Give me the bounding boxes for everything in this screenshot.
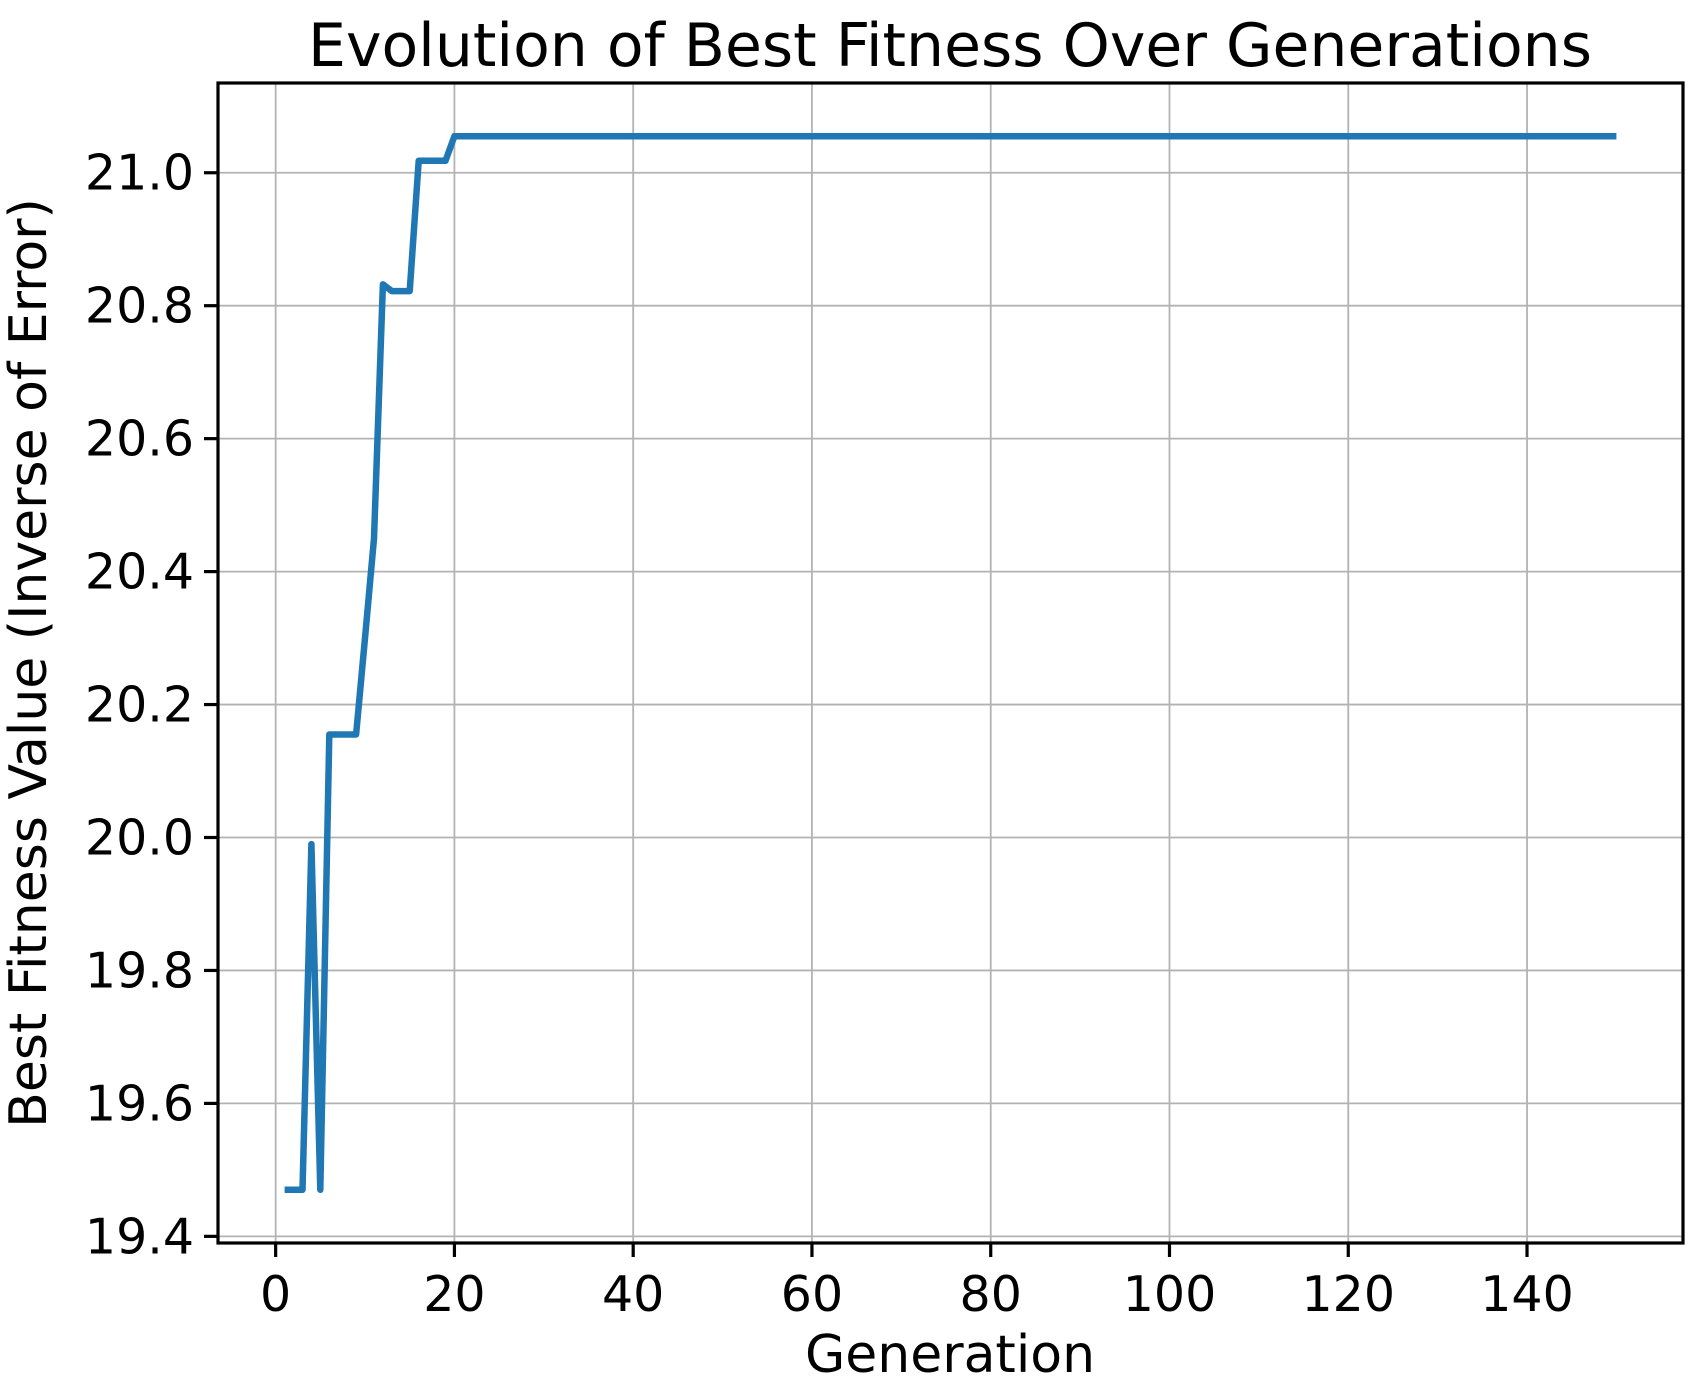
x-tick-label: 0 — [260, 1266, 291, 1323]
y-tick-label: 19.8 — [85, 942, 194, 999]
x-tick-label: 20 — [423, 1266, 485, 1323]
y-tick-label: 21.0 — [85, 145, 194, 202]
y-tick-label: 20.6 — [85, 411, 194, 468]
y-tick-label: 20.8 — [85, 278, 194, 335]
y-tick-label: 19.6 — [85, 1075, 194, 1132]
x-tick-label: 80 — [960, 1266, 1022, 1323]
tick-marks — [204, 171, 1529, 1257]
fitness-line — [284, 132, 1617, 1194]
x-tick-label: 60 — [781, 1266, 843, 1323]
x-axis-label: Generation — [805, 1325, 1095, 1384]
chart-title: Evolution of Best Fitness Over Generatio… — [308, 11, 1592, 81]
gridlines — [218, 83, 1683, 1243]
y-axis-label: Best Fitness Value (Inverse of Error) — [0, 198, 59, 1128]
y-tick-label: 20.0 — [85, 809, 194, 866]
y-tick-label: 20.4 — [85, 544, 194, 601]
y-tick-label: 20.2 — [85, 677, 194, 734]
x-tick-label: 140 — [1480, 1266, 1574, 1323]
y-tick-label: 19.4 — [85, 1208, 194, 1265]
x-tick-label: 120 — [1301, 1266, 1395, 1323]
tick-labels: 0 20 40 60 80 100 120 140 19.4 19.6 19.8 20.0 20.2 20… — [85, 145, 1574, 1323]
x-tick-label: 40 — [602, 1266, 664, 1323]
x-tick-label: 100 — [1123, 1266, 1217, 1323]
series-lines — [284, 132, 1617, 1194]
axes-spines — [216, 81, 1685, 1245]
plot-border — [216, 81, 1685, 1245]
